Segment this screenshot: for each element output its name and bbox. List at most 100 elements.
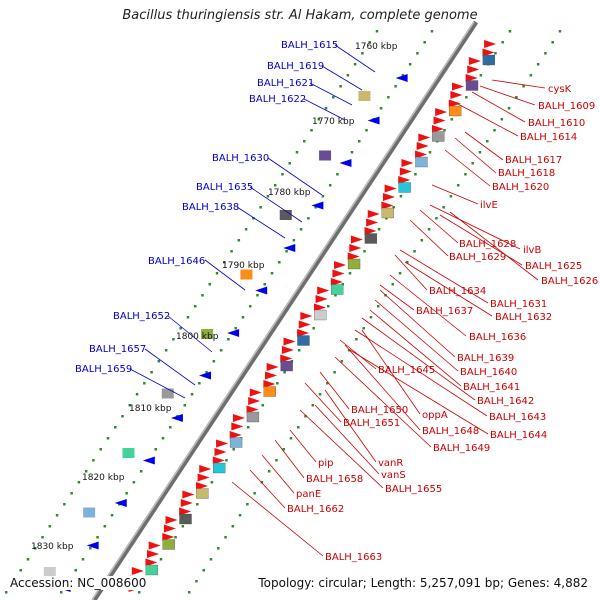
gene-block bbox=[122, 448, 135, 458]
gene-label[interactable]: BALH_1655 bbox=[385, 484, 442, 495]
gene-features bbox=[43, 40, 497, 592]
reverse-gene-arrow bbox=[255, 286, 268, 295]
gene-label[interactable]: panE bbox=[296, 489, 321, 500]
gene-label[interactable]: BALH_1636 bbox=[469, 332, 526, 343]
gc-dot bbox=[168, 426, 172, 429]
gene-label[interactable]: BALH_1638 bbox=[182, 202, 239, 213]
gc-dot bbox=[99, 448, 102, 451]
gc-dot bbox=[201, 294, 204, 297]
leader-line bbox=[167, 315, 213, 353]
leader-line bbox=[409, 219, 449, 257]
forward-gene-arrow bbox=[398, 176, 411, 184]
gene-label[interactable]: BALH_1652 bbox=[113, 311, 170, 322]
forward-gene-arrow bbox=[131, 567, 144, 575]
leader-line bbox=[419, 209, 459, 244]
forward-gene-arrow bbox=[249, 388, 262, 397]
reverse-gene-arrow bbox=[395, 74, 408, 82]
kbp-label: 1830 kbp bbox=[31, 542, 74, 552]
gene-label[interactable]: BALH_1615 bbox=[281, 40, 338, 51]
gene-label[interactable]: BALH_1648 bbox=[422, 426, 479, 437]
gc-dot bbox=[297, 349, 301, 352]
gene-label[interactable]: BALH_1634 bbox=[429, 286, 486, 297]
gene-label[interactable]: BALH_1649 bbox=[433, 443, 490, 454]
gene-block bbox=[449, 105, 462, 117]
gc-dot bbox=[558, 30, 562, 33]
gene-label[interactable]: ilvB bbox=[523, 245, 541, 256]
gene-label[interactable]: pip bbox=[318, 458, 333, 469]
gene-label[interactable]: BALH_1642 bbox=[477, 396, 534, 407]
gene-label[interactable]: BALH_1637 bbox=[416, 306, 473, 317]
gc-dot bbox=[143, 382, 146, 385]
gene-label[interactable]: ilvE bbox=[480, 200, 498, 211]
leader-line bbox=[334, 44, 376, 73]
gc-dot bbox=[326, 305, 330, 308]
gene-label[interactable]: BALH_1620 bbox=[492, 182, 549, 193]
gene-label[interactable]: BALH_1622 bbox=[249, 94, 306, 105]
forward-gene-arrow bbox=[315, 295, 328, 303]
gene-label[interactable]: BALH_1640 bbox=[460, 367, 517, 378]
gene-label[interactable]: BALH_1632 bbox=[495, 312, 552, 323]
gene-label[interactable]: BALH_1644 bbox=[490, 430, 547, 441]
leader-line bbox=[389, 274, 467, 337]
gene-label[interactable]: BALH_1645 bbox=[378, 365, 435, 376]
gc-dot bbox=[227, 338, 230, 341]
gc-dot bbox=[266, 195, 270, 198]
kbp-label: 1790 kbp bbox=[222, 261, 265, 271]
leader-line bbox=[379, 289, 456, 358]
gene-label[interactable]: BALH_1662 bbox=[287, 504, 344, 515]
gene-label[interactable]: BALH_1631 bbox=[490, 299, 547, 310]
gene-label[interactable]: BALH_1663 bbox=[325, 552, 382, 563]
gene-label[interactable]: BALH_1628 bbox=[459, 239, 516, 250]
gene-label[interactable]: cysK bbox=[548, 84, 572, 95]
gc-dot bbox=[430, 30, 434, 33]
gene-label[interactable]: BALH_1625 bbox=[525, 261, 582, 272]
gc-dot bbox=[121, 415, 124, 418]
gene-label[interactable]: BALH_1609 bbox=[538, 101, 595, 112]
gc-dot bbox=[289, 437, 293, 440]
gc-dot bbox=[307, 217, 310, 220]
leader-line bbox=[309, 82, 353, 106]
gene-label[interactable]: BALH_1617 bbox=[505, 155, 562, 166]
gc-dot bbox=[137, 591, 141, 594]
gene-label[interactable]: BALH_1643 bbox=[489, 412, 546, 423]
gc-dot bbox=[270, 272, 274, 275]
gene-label[interactable]: BALH_1639 bbox=[457, 353, 514, 364]
gene-label[interactable]: BALH_1641 bbox=[463, 382, 520, 393]
label-leader-lines bbox=[129, 44, 546, 557]
gene-label[interactable]: BALH_1621 bbox=[257, 78, 314, 89]
reverse-gene-arrow bbox=[311, 201, 324, 210]
gene-label[interactable]: BALH_1630 bbox=[212, 153, 269, 164]
gene-label[interactable]: vanS bbox=[381, 470, 406, 481]
gc-dot bbox=[456, 184, 460, 187]
gene-label[interactable]: vanR bbox=[378, 458, 403, 469]
gene-label[interactable]: BALH_1610 bbox=[528, 118, 585, 129]
gene-label[interactable]: oppA bbox=[422, 410, 448, 421]
gene-label[interactable]: BALH_1614 bbox=[520, 132, 577, 143]
gene-label[interactable]: BALH_1651 bbox=[343, 418, 400, 429]
leader-line bbox=[324, 389, 377, 463]
gc-dot bbox=[326, 382, 329, 385]
gene-label[interactable]: BALH_1626 bbox=[541, 276, 598, 287]
gene-block bbox=[319, 150, 332, 161]
gc-dot bbox=[154, 448, 157, 451]
gc-dot bbox=[273, 184, 277, 187]
gene-label[interactable]: BALH_1646 bbox=[148, 256, 205, 267]
gene-label[interactable]: BALH_1659 bbox=[75, 364, 132, 375]
gene-label[interactable]: BALH_1629 bbox=[449, 252, 506, 263]
reverse-gene-arrow bbox=[86, 541, 99, 550]
gene-label[interactable]: BALH_1635 bbox=[196, 182, 253, 193]
forward-gene-arrow bbox=[163, 524, 176, 533]
gene-label[interactable]: BALH_1618 bbox=[498, 168, 555, 179]
gene-label[interactable]: BALH_1619 bbox=[267, 61, 324, 72]
gc-dot bbox=[392, 206, 395, 209]
gene-block bbox=[398, 182, 411, 193]
gene-label[interactable]: BALH_1650 bbox=[351, 405, 408, 416]
gene-label[interactable]: BALH_1658 bbox=[306, 474, 363, 485]
gc-dot bbox=[195, 580, 198, 583]
leader-line bbox=[144, 348, 196, 386]
leader-line bbox=[261, 454, 295, 494]
gene-label[interactable]: BALH_1657 bbox=[89, 344, 146, 355]
gc-dot bbox=[63, 503, 66, 506]
gc-dot bbox=[507, 107, 511, 110]
